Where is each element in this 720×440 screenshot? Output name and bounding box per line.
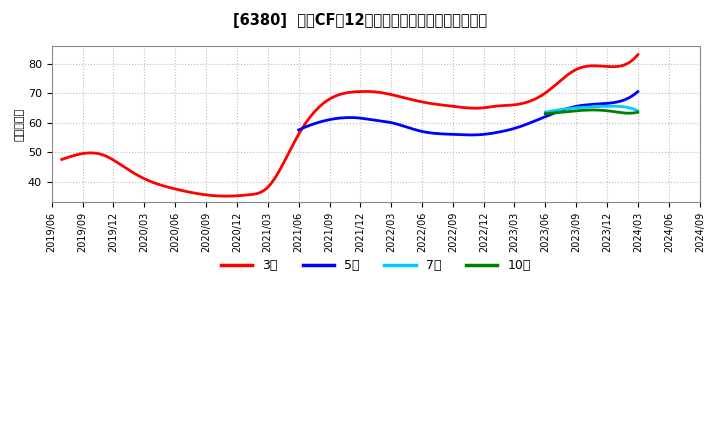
Text: [6380]  営業CFの12か月移動合計の標準偏差の推移: [6380] 営業CFの12か月移動合計の標準偏差の推移 <box>233 13 487 28</box>
Y-axis label: （百万円）: （百万円） <box>15 107 25 141</box>
Legend: 3年, 5年, 7年, 10年: 3年, 5年, 7年, 10年 <box>216 254 536 277</box>
